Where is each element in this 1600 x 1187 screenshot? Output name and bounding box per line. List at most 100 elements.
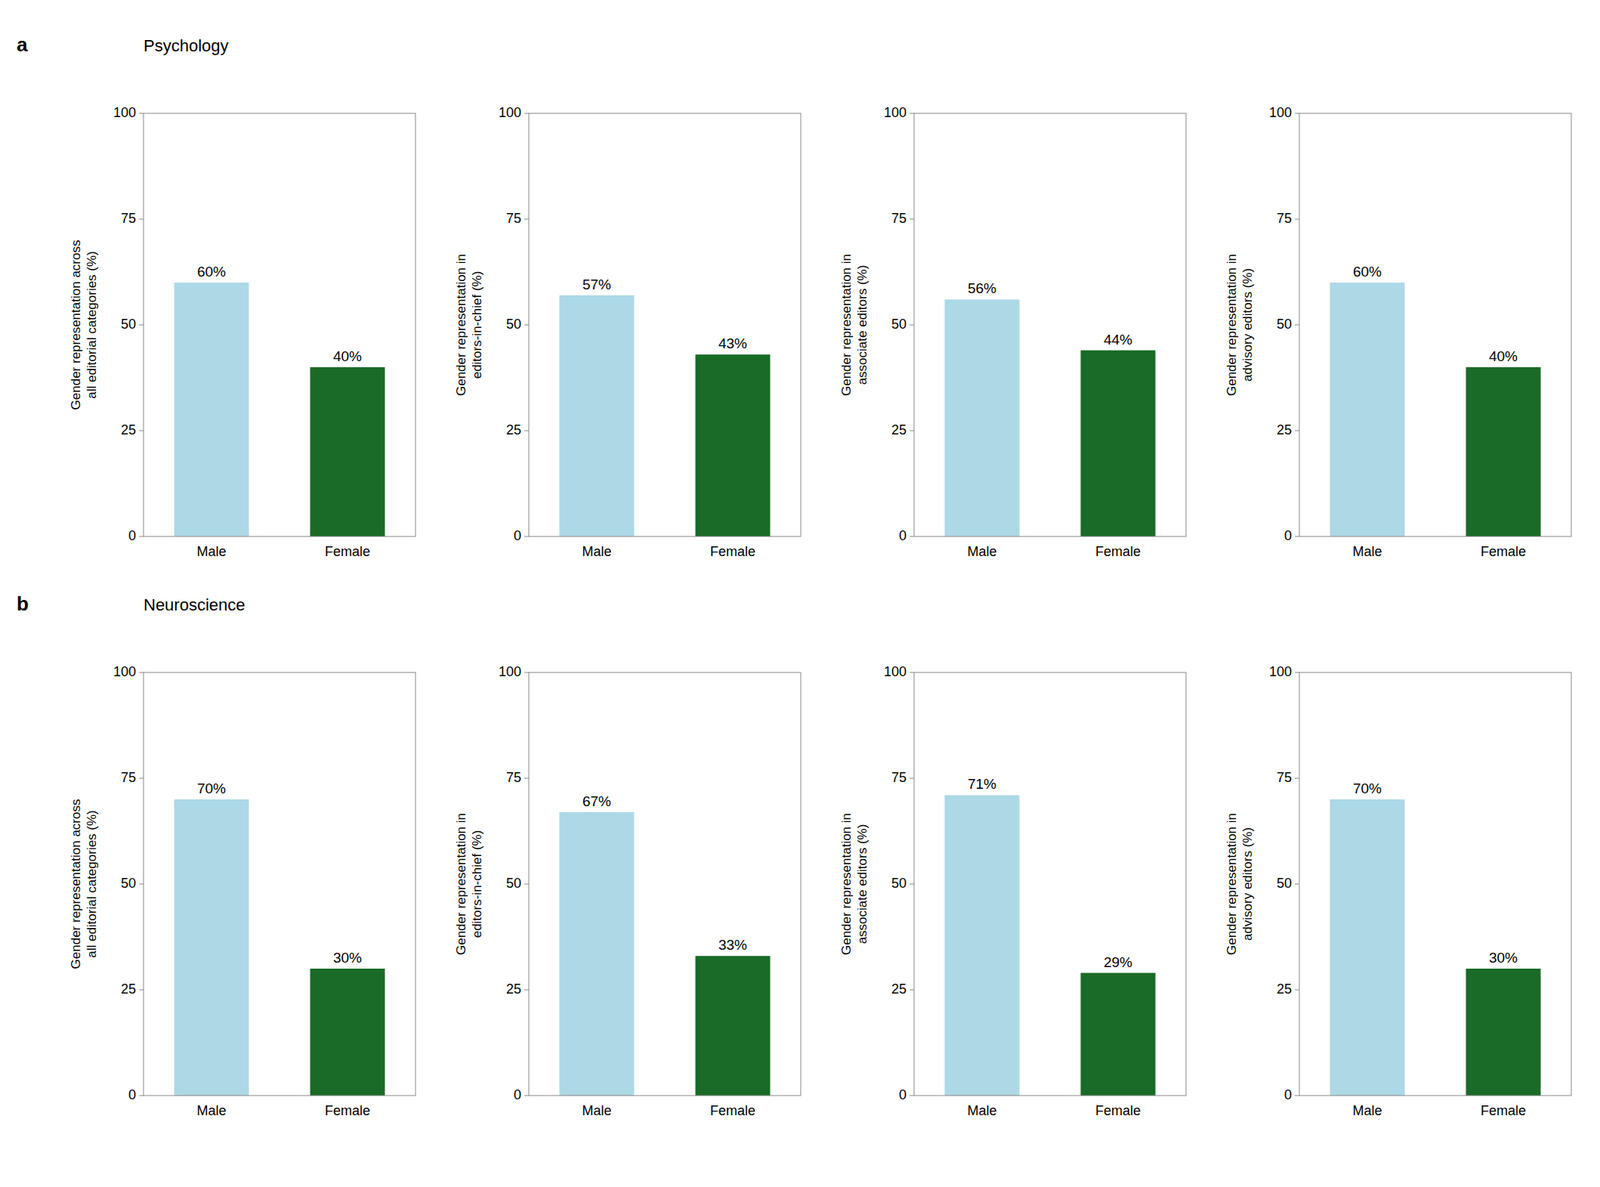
bar [174, 799, 250, 1096]
y-tick [1294, 536, 1300, 538]
y-tick-label: 50 [891, 316, 907, 332]
y-tick [138, 989, 144, 991]
y-axis-label-line: associate editors (%) [855, 265, 870, 386]
y-tick-label: 25 [1276, 422, 1292, 438]
bar [1466, 367, 1542, 537]
y-tick [909, 672, 915, 674]
data-label: 60% [197, 263, 226, 280]
y-tick [524, 324, 529, 326]
plot-frame [143, 672, 416, 1096]
data-label: 30% [1488, 949, 1518, 966]
x-tick-label: Female [1095, 543, 1141, 560]
bar [695, 955, 771, 1096]
y-tick-label: 25 [506, 981, 522, 997]
y-tick-label: 50 [506, 316, 522, 332]
y-tick [524, 989, 529, 991]
y-axis-label: Gender representation ineditors-in-chief… [454, 253, 485, 396]
y-tick [138, 219, 144, 220]
bars [1330, 282, 1542, 537]
y-axis-label: Gender representation ineditors-in-chief… [454, 812, 485, 955]
bar [1330, 282, 1406, 537]
data-label: 60% [1352, 263, 1382, 280]
data-label: 70% [1352, 780, 1382, 797]
y-tick-label: 50 [120, 875, 136, 891]
y-tick-label: 100 [883, 105, 907, 121]
y-tick-label: 50 [1276, 316, 1292, 332]
data-label: 67% [582, 793, 612, 810]
x-tick-label: Male [1352, 543, 1382, 560]
plot-frame [528, 672, 801, 1096]
data-label: 43% [718, 335, 748, 352]
x-tick-label: Male [581, 1102, 612, 1119]
y-tick [909, 989, 915, 991]
data-label: 29% [1103, 954, 1133, 970]
plot-frame [528, 113, 801, 537]
y-tick [524, 219, 529, 220]
bar [695, 354, 771, 537]
y-axis-label-line: Gender representation in [1224, 253, 1239, 396]
y-tick [524, 113, 529, 115]
y-tick [909, 536, 915, 538]
y-tick-label: 25 [891, 422, 907, 438]
x-tick-label: Male [966, 1102, 997, 1119]
section-title: Neuroscience [143, 595, 246, 615]
y-tick-label: 100 [113, 105, 136, 121]
y-axis-label-line: all editorial categories (%) [84, 250, 99, 399]
y-tick-label: 75 [506, 210, 522, 226]
y-tick-label: 75 [506, 769, 522, 785]
bar [1330, 799, 1406, 1096]
subplot: 0255075100MaleFemale60%40%Gender represe… [1224, 105, 1573, 560]
panel-label: b [16, 592, 29, 615]
y-tick-label: 25 [120, 422, 136, 438]
y-axis-label-line: Gender representation across [68, 240, 84, 411]
y-tick [138, 536, 144, 538]
bars [174, 799, 386, 1096]
y-axis-label: Gender representation inadvisory editors… [1224, 253, 1255, 396]
bar [1466, 968, 1542, 1096]
y-tick [1294, 778, 1300, 779]
y-tick-label: 0 [898, 1087, 907, 1103]
bars [559, 812, 771, 1096]
y-tick-label: 50 [1276, 875, 1292, 891]
y-tick [138, 1095, 144, 1097]
x-tick-label: Male [196, 1102, 226, 1119]
y-tick-label: 75 [891, 210, 907, 226]
y-axis-label: Gender representation inadvisory editors… [1224, 812, 1255, 955]
y-tick-label: 0 [513, 1087, 522, 1103]
y-tick-label: 100 [883, 664, 907, 680]
section-title: Psychology [143, 36, 229, 56]
y-axis-label-line: advisory editors (%) [1240, 268, 1255, 382]
data-label: 33% [718, 936, 748, 953]
y-axis-label-line: Gender representation in [839, 253, 854, 396]
y-axis-label-line: editors-in-chief (%) [469, 271, 485, 380]
bar [1081, 350, 1156, 537]
bar [174, 282, 250, 537]
y-axis-label-line: Gender representation in [1224, 812, 1239, 955]
y-tick-label: 0 [1284, 1087, 1292, 1103]
y-tick-label: 0 [128, 528, 136, 544]
bar [559, 812, 635, 1096]
y-tick [138, 430, 144, 432]
y-tick [1294, 113, 1300, 115]
y-tick-label: 100 [1269, 664, 1292, 680]
x-tick-label: Male [1352, 1102, 1382, 1119]
y-tick [909, 430, 915, 432]
y-axis-label: Gender representation acrossall editoria… [68, 240, 99, 411]
y-axis-label-line: Gender representation in [454, 812, 469, 955]
y-tick [909, 778, 915, 779]
x-tick-label: Female [1480, 543, 1526, 560]
plot-frame [1299, 113, 1572, 537]
y-tick [909, 1095, 915, 1097]
y-tick-label: 0 [1284, 528, 1292, 544]
y-axis-label-line: editors-in-chief (%) [469, 830, 485, 939]
bars [945, 794, 1156, 1096]
y-tick [524, 883, 529, 885]
y-tick [524, 672, 529, 674]
bar [945, 299, 1020, 537]
bars [945, 299, 1156, 537]
y-tick [138, 113, 144, 115]
bars [174, 282, 386, 537]
bar [559, 295, 635, 537]
y-tick [138, 778, 144, 779]
background [0, 0, 1600, 1187]
